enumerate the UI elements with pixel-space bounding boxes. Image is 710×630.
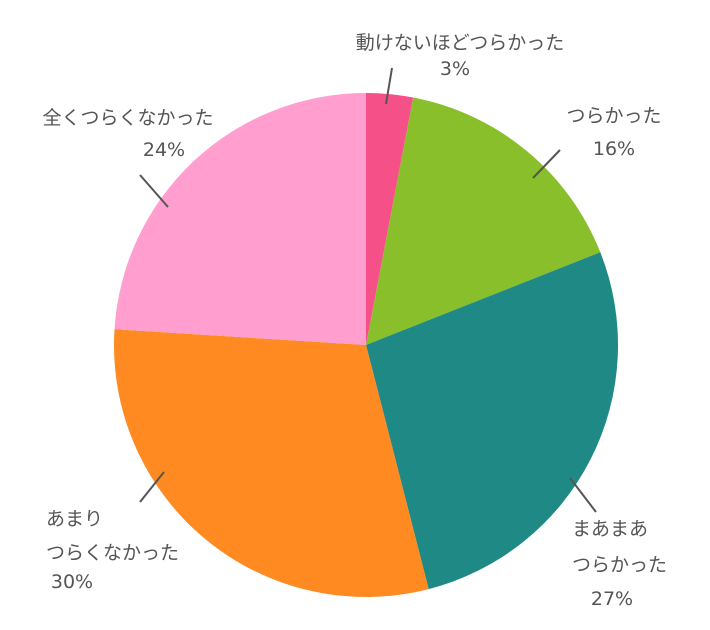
slice-label-amari-line2: つらくなかった bbox=[46, 542, 179, 564]
slice-value-mattaku: 24% bbox=[143, 139, 185, 161]
slice-label-amari-line1: あまり bbox=[46, 508, 103, 530]
leader-lines bbox=[139, 67, 597, 513]
pie-slice-1 bbox=[366, 97, 601, 346]
slice-label-ugokenai: 動けないほどつらかった bbox=[356, 32, 564, 54]
slice-labels: 動けないほどつらかった 3% つらかった 16% まあまあ つらかった 27% … bbox=[42, 32, 667, 610]
slice-label-maamaa-line2: つらかった bbox=[572, 554, 667, 576]
leader-line-ugokenai bbox=[385, 67, 393, 105]
slice-value-maamaa: 27% bbox=[591, 588, 633, 610]
pie-slice-3 bbox=[114, 329, 429, 597]
slice-label-mattaku: 全くつらくなかった bbox=[42, 107, 213, 129]
leader-line-mattaku bbox=[139, 174, 169, 208]
leader-line-amari bbox=[139, 471, 165, 503]
slice-label-maamaa-line1: まあまあ bbox=[572, 518, 648, 540]
leader-line-maamaa bbox=[569, 477, 597, 513]
pie-slices bbox=[114, 93, 618, 597]
pie-slice-2 bbox=[366, 252, 618, 590]
pie-slice-4 bbox=[114, 93, 366, 345]
slice-value-amari: 30% bbox=[51, 571, 93, 593]
slice-value-ugokenai: 3% bbox=[440, 58, 470, 80]
pie-slice-0 bbox=[366, 93, 414, 345]
slice-label-tsurakatta: つらかった bbox=[566, 105, 661, 127]
slice-value-tsurakatta: 16% bbox=[593, 138, 635, 160]
leader-line-tsurakatta bbox=[532, 149, 561, 179]
